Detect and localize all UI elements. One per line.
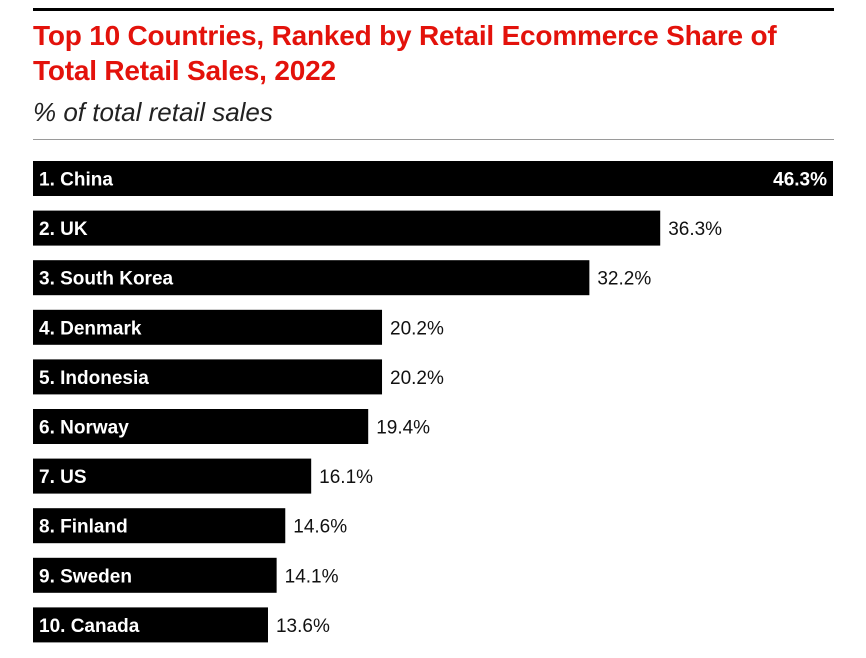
category-label-5: 5. Indonesia bbox=[39, 368, 149, 389]
bar-10 bbox=[33, 607, 268, 643]
value-label-10: 13.6% bbox=[276, 616, 330, 637]
subtitle-rule bbox=[33, 139, 834, 140]
value-label-7: 16.1% bbox=[319, 467, 373, 488]
bar-8 bbox=[33, 508, 286, 544]
value-label-4: 20.2% bbox=[390, 318, 444, 339]
bar-5 bbox=[33, 359, 383, 395]
category-label-4: 4. Denmark bbox=[39, 318, 142, 339]
category-label-8: 8. Finland bbox=[39, 517, 128, 538]
chart-title: Top 10 Countries, Ranked by Retail Ecomm… bbox=[33, 20, 777, 86]
value-label-3: 32.2% bbox=[597, 269, 651, 290]
value-label-1: 46.3% bbox=[773, 170, 827, 191]
category-label-10: 10. Canada bbox=[39, 616, 140, 637]
top-rule bbox=[33, 8, 834, 11]
value-label-6: 19.4% bbox=[376, 418, 430, 439]
value-label-9: 14.1% bbox=[285, 566, 339, 587]
value-label-5: 20.2% bbox=[390, 368, 444, 389]
bar-3 bbox=[33, 260, 590, 296]
bar-4 bbox=[33, 309, 383, 345]
value-label-8: 14.6% bbox=[293, 517, 347, 538]
bar-9 bbox=[33, 557, 277, 593]
category-label-9: 9. Sweden bbox=[39, 566, 132, 587]
bar-7 bbox=[33, 458, 312, 494]
category-label-7: 7. US bbox=[39, 467, 87, 488]
chart-subtitle: % of total retail sales bbox=[33, 97, 273, 127]
bar-6 bbox=[33, 409, 369, 444]
category-label-3: 3. South Korea bbox=[39, 269, 174, 290]
category-label-6: 6. Norway bbox=[39, 418, 129, 439]
category-label-1: 1. China bbox=[39, 170, 113, 191]
bar-1 bbox=[33, 161, 833, 196]
bar-2 bbox=[33, 210, 661, 246]
value-label-2: 36.3% bbox=[668, 219, 722, 240]
category-label-2: 2. UK bbox=[39, 219, 88, 240]
